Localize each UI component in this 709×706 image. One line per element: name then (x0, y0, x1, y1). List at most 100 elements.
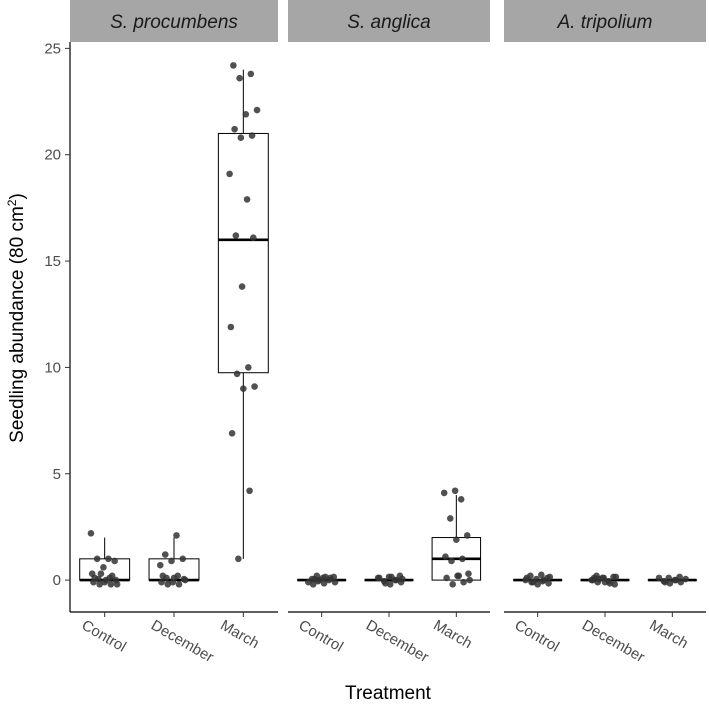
data-point (612, 573, 620, 581)
data-point (235, 555, 242, 563)
data-point (440, 489, 448, 497)
data-point (322, 573, 329, 581)
data-point (170, 574, 178, 582)
data-point (392, 576, 400, 584)
data-point (243, 196, 251, 203)
data-point (175, 581, 183, 588)
y-tick-label: 0 (53, 572, 61, 589)
data-point (546, 573, 554, 581)
data-point (388, 573, 395, 581)
data-point (331, 578, 339, 586)
box-group (580, 572, 630, 588)
data-point (540, 576, 548, 584)
y-axis: 0 5 10 15 20 25 (44, 40, 71, 612)
data-point (451, 487, 459, 495)
data-point (233, 370, 241, 378)
data-point (100, 564, 107, 571)
box-iqr (217, 132, 269, 374)
data-point (240, 385, 247, 392)
data-point (107, 581, 115, 588)
data-point (682, 575, 689, 583)
data-point (545, 579, 552, 587)
data-point (168, 557, 175, 565)
y-axis-title-text: Seedling abundance (80 cm2) (5, 193, 28, 443)
data-point (382, 579, 389, 587)
data-point (590, 574, 598, 582)
data-point (159, 572, 167, 580)
facet-strip (70, 0, 278, 42)
data-point (455, 572, 463, 580)
data-point (230, 62, 237, 69)
data-point (245, 364, 252, 371)
data-point (161, 551, 169, 558)
box-group (148, 532, 200, 588)
data-point (251, 383, 258, 390)
data-point (311, 575, 318, 583)
data-point (253, 106, 261, 114)
data-point (459, 555, 466, 563)
y-axis-title-main: Seedling abundance (80 cm (7, 206, 28, 443)
y-tick-label: 10 (44, 359, 61, 376)
data-point (105, 555, 112, 563)
data-point (158, 578, 165, 586)
facet-strip-label: S. procumbens (110, 12, 238, 33)
data-point (446, 515, 454, 522)
data-point (181, 576, 189, 584)
data-point (305, 578, 312, 586)
data-point (457, 495, 465, 503)
data-point (113, 581, 121, 588)
data-point (250, 234, 257, 241)
data-point (238, 283, 246, 290)
data-point (108, 572, 116, 580)
data-point (448, 557, 455, 565)
data-point (231, 125, 238, 133)
data-point (523, 574, 531, 582)
box-group (296, 572, 347, 588)
x-axis-title: Treatment (345, 683, 432, 704)
data-point (463, 532, 471, 539)
data-point (156, 561, 164, 569)
box-group (79, 530, 131, 588)
data-point (237, 134, 245, 142)
box-group (431, 487, 482, 588)
box-group (364, 572, 414, 588)
data-point (97, 570, 105, 578)
data-point (248, 132, 256, 139)
y-tick-label: 5 (53, 466, 61, 483)
box-group (217, 62, 269, 563)
data-point (246, 487, 253, 495)
data-point (442, 553, 449, 561)
data-point (226, 170, 233, 178)
data-point (538, 571, 545, 579)
box-group (512, 571, 563, 588)
facet-strip-label: A. tripolium (556, 12, 652, 33)
data-point (661, 578, 669, 586)
data-point (232, 232, 240, 239)
data-point (376, 574, 383, 582)
box-group (647, 573, 698, 587)
data-point (465, 570, 472, 578)
y-tick-label: 15 (44, 253, 61, 270)
data-point (236, 74, 243, 82)
data-point (164, 581, 172, 588)
data-point (102, 576, 110, 584)
data-point (320, 579, 328, 587)
facet-strip-label: S. anglica (347, 12, 430, 33)
data-point (453, 536, 460, 543)
data-point (399, 575, 406, 583)
data-point (228, 430, 236, 437)
data-point (529, 578, 537, 586)
data-point (672, 576, 680, 584)
facet-strip (504, 0, 706, 42)
data-point (242, 111, 250, 118)
data-point (460, 578, 467, 586)
data-point (179, 555, 187, 563)
data-point (96, 581, 103, 588)
data-point (601, 578, 609, 586)
data-point (466, 576, 473, 584)
y-axis-title-sup: 2 (5, 199, 19, 206)
